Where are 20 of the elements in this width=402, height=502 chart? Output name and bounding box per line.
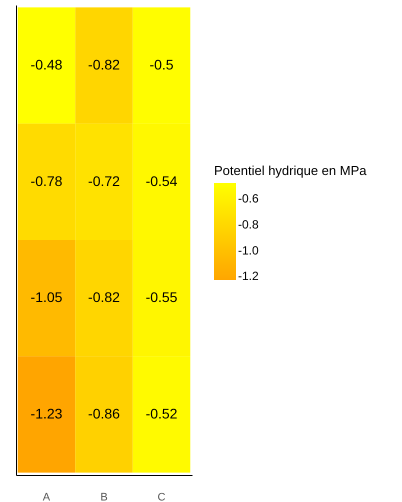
x-tick-label: A [42, 492, 51, 502]
data-label: -0.82 [88, 289, 120, 306]
x-tick-label: C [158, 492, 166, 502]
color-bar-label: -0.8 [238, 217, 260, 232]
legend-title: Potentiel hydrique en MPa [214, 163, 368, 178]
data-label: -0.48 [30, 56, 63, 72]
data-label: -0.78 [30, 172, 63, 189]
x-tick-label: B [100, 492, 108, 502]
data-label: -1.23 [30, 406, 63, 422]
data-label: -0.86 [88, 406, 120, 422]
color-bar-label: -1.2 [238, 269, 260, 284]
data-label: -0.72 [88, 172, 120, 189]
data-label: -0.82 [88, 56, 120, 72]
data-label: -0.52 [146, 406, 178, 422]
data-label: -1.05 [30, 289, 63, 306]
data-label: -0.55 [146, 289, 178, 306]
color-bar-label: -0.6 [238, 192, 260, 206]
data-label: -0.54 [146, 172, 178, 189]
color-bar-label: -1.0 [238, 243, 260, 258]
data-label: -0.5 [149, 56, 174, 72]
